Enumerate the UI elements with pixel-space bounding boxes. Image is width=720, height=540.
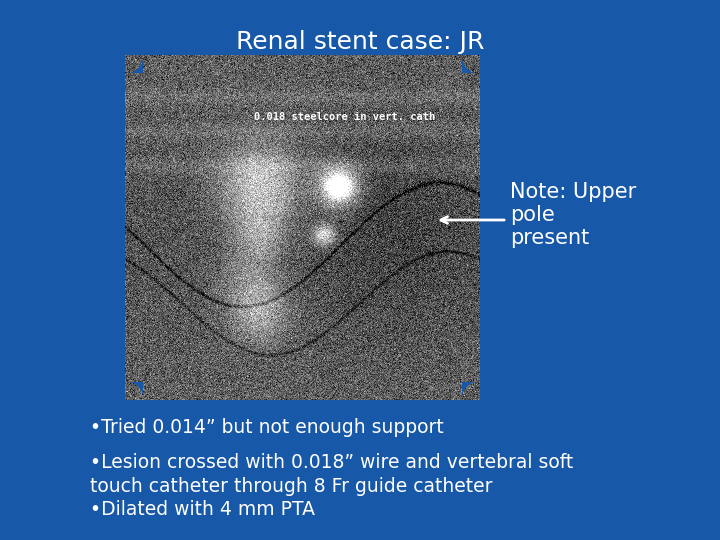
Text: 0.018 steelcore in vert. cath: 0.018 steelcore in vert. cath	[254, 112, 436, 122]
Text: Renal stent case: JR: Renal stent case: JR	[236, 30, 484, 54]
Text: •Tried 0.014” but not enough support: •Tried 0.014” but not enough support	[90, 418, 444, 437]
Text: •Dilated with 4 mm PTA: •Dilated with 4 mm PTA	[90, 500, 315, 519]
Text: •Lesion crossed with 0.018” wire and vertebral soft
touch catheter through 8 Fr : •Lesion crossed with 0.018” wire and ver…	[90, 453, 573, 496]
Text: Note: Upper
pole
present: Note: Upper pole present	[510, 182, 636, 248]
